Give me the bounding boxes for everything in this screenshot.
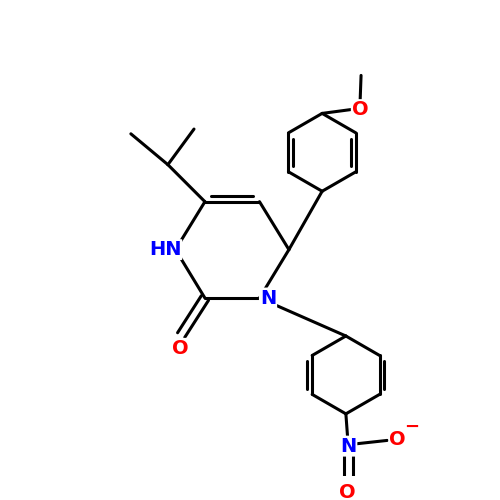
Text: O: O [339, 482, 355, 500]
Text: O: O [390, 430, 406, 449]
Text: O: O [352, 100, 368, 119]
Text: N: N [260, 288, 276, 308]
Text: O: O [172, 339, 188, 358]
Text: N: N [340, 436, 356, 456]
Text: −: − [404, 418, 419, 436]
Text: HN: HN [149, 240, 182, 259]
